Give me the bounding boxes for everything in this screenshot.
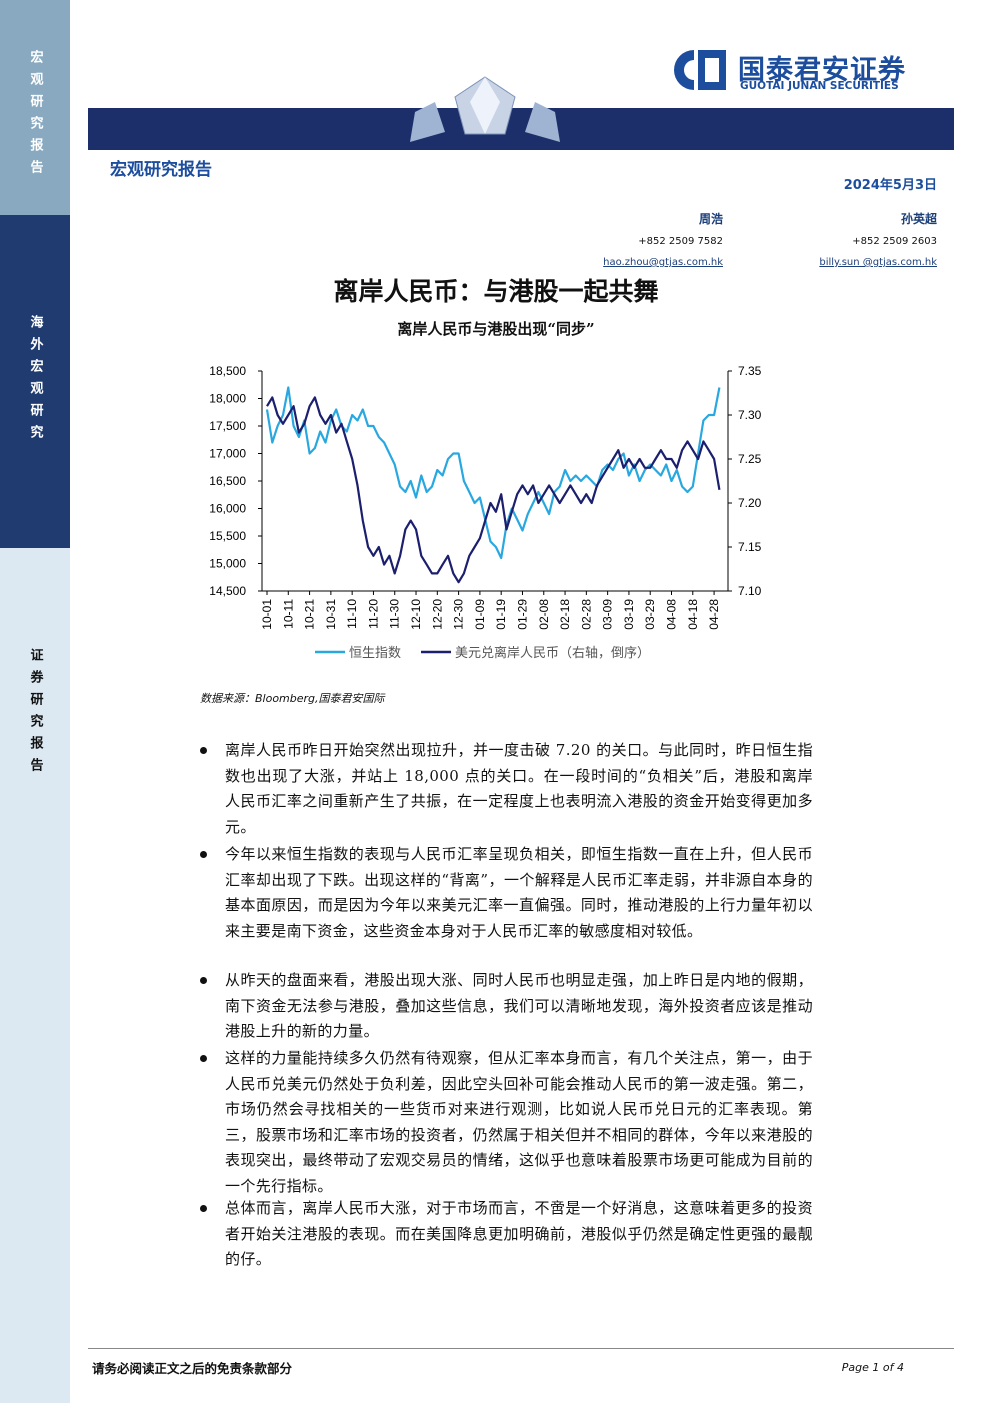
y2-tick-label: 7.35 [738,364,762,378]
author-email[interactable]: billy.sun @gtjas.com.hk [819,257,937,268]
logo-cn: 国泰君安证券 [738,55,906,86]
x-tick-label: 11-20 [366,599,380,629]
y-tick-label: 17,000 [209,447,246,461]
author-name: 孙英超 [900,212,937,226]
author-email[interactable]: hao.zhou@gtjas.com.hk [603,257,723,268]
y-tick-label: 16,000 [209,502,246,516]
page-number: Page 1 of 4 [841,1361,904,1374]
y2-tick-label: 7.15 [738,540,762,554]
x-tick-label: 03-09 [601,599,615,630]
x-tick-label: 11-10 [345,599,359,629]
y-tick-label: 15,000 [209,557,246,571]
bullet-dot [200,1205,207,1212]
sidebar-label: 证券研究报告 [27,648,43,780]
bullet-text: 这样的力量能持续多久仍然有待观察，但从汇率本身而言，有几个关注点，第一，由于人民… [225,1049,813,1195]
x-tick-label: 02-28 [579,599,593,630]
author-phone: +852 2509 2603 [852,236,937,247]
report-type: 宏观研究报告 [110,160,212,180]
chart: 14,500 15,000 15,500 16,000 16,500 17,000 17,5… [209,364,762,661]
x-tick-label: 10-01 [260,599,274,630]
report-date: 2024年5月3日 [843,178,937,193]
sidebar-top: 宏观研究报告 [0,0,70,215]
y-tick-label: 18,000 [209,392,246,406]
author-name: 周浩 [698,212,723,226]
chart-title: 离岸人民币与港股出现“同步” [397,320,595,338]
header-band [88,108,954,150]
logo-mark [674,50,726,90]
x-tick-label: 01-19 [494,599,508,630]
source: 数据来源：Bloomberg,国泰君安国际 [200,692,385,705]
x-tick-label: 12-30 [452,599,466,630]
bullet-dot [200,977,207,984]
x-tick-label: 10-31 [324,599,338,630]
bullet-dot [200,851,207,858]
x-tick-label: 04-18 [686,599,700,630]
footer-rule [88,1348,954,1349]
y-tick-label: 14,500 [209,584,246,598]
x-tick-label: 10-11 [281,599,295,629]
sidebar-bottom: 证券研究报告 [0,548,70,1403]
diamond-art [410,76,560,142]
y-tick-label: 17,500 [209,419,246,433]
bullet-text: 离岸人民币昨日开始突然出现拉升，并一度击破 7.20 的关口。与此同时，昨日恒生… [225,741,813,836]
y2-tick-label: 7.10 [738,584,762,598]
x-tick-label: 03-19 [622,599,636,630]
logo-en: GUOTAI JUNAN SECURITIES [740,80,899,92]
sidebar-label: 海外宏观研究 [27,315,43,447]
y-tick-label: 16,500 [209,474,246,488]
x-tick-label: 01-09 [473,599,487,630]
author-phone: +852 2509 7582 [638,236,723,247]
x-tick-label: 12-10 [409,599,423,630]
y-tick-label: 18,500 [209,364,246,378]
x-tick-label: 10-21 [303,599,317,630]
sidebar-mid: 海外宏观研究 [0,215,70,548]
y2-tick-label: 7.25 [738,452,762,466]
bullet-dot [200,1055,207,1062]
x-tick-label: 02-08 [537,599,551,630]
disclaimer: 请务必阅读正文之后的免责条款部分 [92,1361,293,1376]
author: 周浩 +852 2509 7582 hao.zhou@gtjas.com.hk [603,209,723,273]
series-line [266,396,721,584]
bullet-text: 总体而言，离岸人民币大涨，对于市场而言，不啻是一个好消息，这意味着更多的投资者开… [225,1199,813,1268]
bullet-dot [200,747,207,754]
x-tick-label: 01-29 [515,599,529,630]
x-tick-label: 11-30 [388,599,402,629]
y2-tick-label: 7.20 [738,496,762,510]
series-line [265,386,721,560]
author: 孙英超 +852 2509 2603 billy.sun @gtjas.com.hk [819,209,937,273]
bullet-text: 从昨天的盘面来看，港股出现大涨、同时人民币也明显走强，加上昨日是内地的假期，南下… [225,971,813,1040]
sidebar-label: 宏观研究报告 [27,50,43,182]
x-tick-label: 03-29 [643,599,657,630]
bullet-text: 今年以来恒生指数的表现与人民币汇率呈现负相关，即恒生指数一直在上升，但人民币汇率… [225,845,813,940]
x-tick-label: 02-18 [558,599,572,630]
y-tick-label: 15,500 [209,529,246,543]
doc-title: 离岸人民币：与港股一起共舞 [333,277,659,306]
x-tick-label: 04-28 [707,599,721,630]
legend-label: 恒生指数 [349,646,401,661]
y2-tick-label: 7.30 [738,408,762,422]
x-tick-label: 04-08 [665,599,679,630]
legend-label: 美元兑离岸人民币（右轴，倒序） [455,645,650,661]
x-tick-label: 12-20 [430,599,444,630]
